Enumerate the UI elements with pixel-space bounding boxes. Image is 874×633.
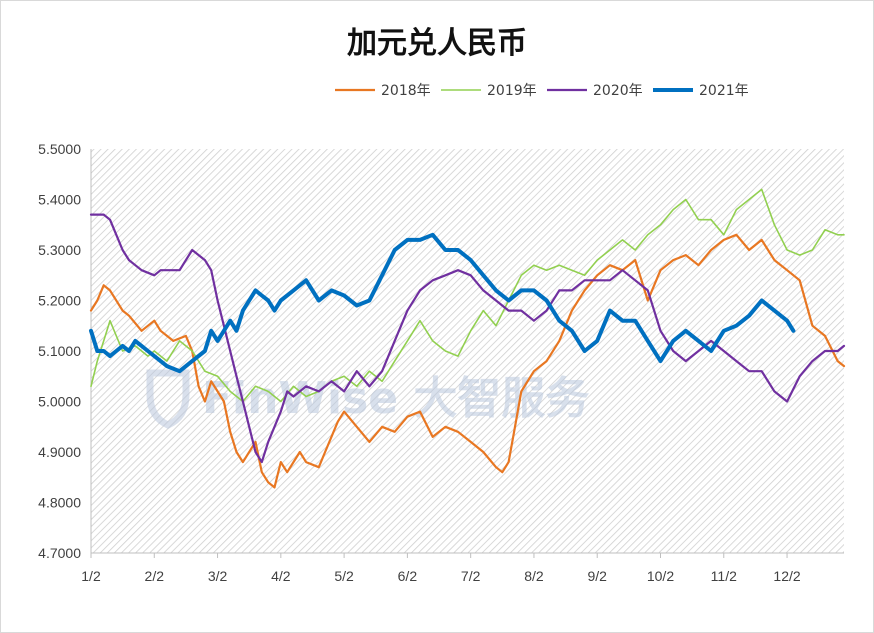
plot-area [91,149,844,553]
x-tick-label: 3/2 [208,568,228,584]
series-line-1 [89,233,846,489]
shield-logo-icon [146,369,190,429]
x-tick-label: 7/2 [461,568,481,584]
legend-label: 2021年 [699,83,749,99]
x-tick-label: 5/2 [334,568,354,584]
legend-label: 2020年 [593,83,643,99]
series-line-4 [89,232,796,374]
y-tick-label: 5.2000 [38,293,81,309]
y-tick-label: 5.5000 [38,141,81,157]
x-axis: 1/2 2/2 3/2 4/2 5/2 6/2 7/2 8/2 9/2 10/2 11/2 12/2 [81,552,844,584]
series-layer [89,188,846,489]
y-tick-label: 4.8000 [38,495,81,511]
watermark-text: FinWise 大智服务 [202,373,589,424]
chart-title: 加元兑人民币 [347,26,527,61]
x-tick-label: 10/2 [647,568,674,584]
x-tick-label: 11/2 [711,568,737,584]
y-tick-label: 5.4000 [38,192,81,208]
y-axis: 4.7000 4.8000 4.9000 5.0000 5.1000 5.2000 5.30… [38,141,92,561]
x-tick-label: 2/2 [145,568,165,584]
y-tick-label: 5.3000 [38,242,81,258]
x-tick-label: 4/2 [271,568,291,584]
y-tick-label: 5.0000 [38,394,81,410]
legend-label: 2019年 [487,83,537,99]
legend: 2018年 2019年 2020年 2021年 [335,83,749,99]
watermark: FinWise 大智服务 [146,369,589,429]
x-tick-label: 1/2 [81,568,101,584]
legend-label: 2018年 [381,83,431,99]
x-tick-label: 6/2 [398,568,418,584]
y-tick-label: 4.9000 [38,444,81,460]
x-tick-label: 8/2 [524,568,544,584]
x-tick-label: 12/2 [773,568,800,584]
series-line-3 [89,213,846,464]
x-tick-label: 9/2 [587,568,607,584]
y-tick-label: 4.7000 [38,545,81,561]
y-tick-label: 5.1000 [38,343,81,359]
